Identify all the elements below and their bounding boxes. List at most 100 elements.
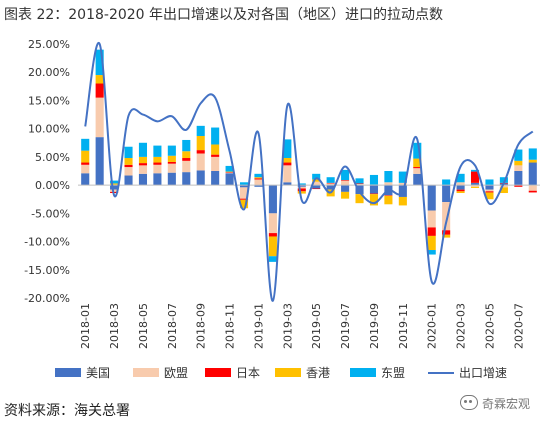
bar-segment (413, 168, 422, 174)
bar-segment (297, 186, 306, 189)
bar-segment (254, 177, 263, 179)
bar-segment (427, 210, 436, 228)
wechat-icon (460, 395, 478, 410)
x-tick-label: 2019-03 (281, 303, 294, 349)
bar-segment (211, 156, 220, 171)
bar-segment (268, 233, 277, 237)
bar-segment (442, 185, 451, 203)
bar-segment (499, 185, 508, 188)
x-tick-label: 2018-09 (195, 303, 208, 349)
y-tick-label: 0.00% (35, 179, 70, 192)
x-tick-label: 2019-07 (339, 303, 352, 349)
bar-segment (167, 163, 176, 173)
bar-segment (528, 162, 537, 186)
x-tick-label: 2018-03 (108, 303, 121, 349)
legend-label: 出口增速 (459, 366, 507, 380)
bar-segment (110, 180, 119, 184)
bar-segment (196, 153, 205, 171)
bar-segment (268, 185, 277, 214)
bar-segment (196, 170, 205, 186)
legend-label: 美国 (86, 366, 110, 380)
bar-segment (341, 191, 350, 199)
bar-segment (485, 185, 494, 190)
bar-segment (138, 156, 148, 164)
bar-segment (239, 199, 249, 209)
chart-title: 图表 22：2018-2020 年出口增速以及对各国（地区）进口的拉动点数 (4, 7, 444, 23)
bar-segment (239, 182, 249, 186)
bar-segment (499, 177, 508, 183)
bar-segment (398, 182, 407, 186)
bar-segment (456, 185, 465, 190)
bar-segment (470, 182, 480, 186)
bar-segment (470, 186, 480, 188)
bar-segment (225, 171, 234, 173)
bar-segment (81, 173, 90, 186)
x-tick-label: 2020-05 (483, 303, 496, 349)
line-layer (84, 42, 534, 302)
bar-segment (384, 195, 393, 205)
bar-segment (485, 179, 494, 186)
x-axis: 2018-01 2018-03 2018-05 2018-07 2018-09 2018-… (79, 303, 525, 349)
legend: 美国 欧盟 日本 香港 东盟 出口增速 (55, 366, 507, 380)
bar-segment (124, 167, 133, 176)
bar-segment (110, 185, 119, 190)
bars-layer (78, 49, 540, 262)
bar-segment (514, 165, 523, 171)
bar-segment (81, 138, 90, 151)
x-tick-label: 2020-07 (512, 303, 525, 349)
bar-segment (283, 139, 292, 159)
bar-segment (355, 183, 364, 184)
y-tick-label: 10.00% (28, 123, 70, 136)
bar-segment (326, 183, 335, 186)
y-tick-label: -10.00% (24, 236, 70, 249)
bar-segment (95, 49, 104, 76)
bar-segment (369, 174, 379, 185)
bar-segment (211, 144, 220, 155)
x-tick-label: 2019-11 (397, 303, 410, 349)
bar-segment (211, 127, 220, 145)
bar-segment (369, 185, 379, 194)
bar-segment (369, 194, 379, 206)
bar-segment (456, 191, 465, 194)
bar-segment (254, 179, 263, 186)
bar-segment (427, 235, 436, 251)
bar-segment (138, 165, 148, 174)
bar-segment (268, 236, 277, 257)
bar-segment (369, 193, 379, 195)
x-tick-label: 2019-05 (310, 303, 323, 349)
bar-segment (470, 171, 480, 183)
bar-segment (442, 202, 451, 231)
bar-segment (268, 213, 277, 234)
bar-segment (326, 182, 335, 184)
bar-segment (427, 185, 436, 211)
bar-segment (268, 256, 277, 262)
bar-segment (138, 163, 148, 166)
bar-segment (341, 180, 350, 186)
x-tick-label: 2018-07 (166, 303, 179, 349)
bar-segment (514, 149, 523, 161)
bar-segment (153, 164, 162, 174)
bar-segment (153, 156, 162, 163)
bar-segment (110, 183, 119, 186)
y-axis: -20.00% -15.00% -10.00% -5.00% 0.00% 5.00% 10.… (24, 38, 70, 305)
bar-segment (211, 171, 220, 186)
bar-segment (283, 165, 292, 183)
export-growth-line (84, 42, 534, 302)
bar-segment (312, 179, 321, 182)
bar-segment (398, 171, 407, 183)
bar-segment (485, 191, 494, 193)
bar-segment (413, 173, 422, 186)
bar-segment (124, 158, 133, 165)
bar-segment (413, 142, 422, 159)
bar-segment (326, 177, 335, 183)
legend-label: 香港 (306, 366, 330, 380)
bar-segment (470, 169, 480, 172)
bar-segment (514, 160, 523, 166)
y-tick-label: 15.00% (28, 94, 70, 107)
bar-segment (312, 185, 321, 189)
bar-segment (239, 187, 249, 199)
y-tick-label: -15.00% (24, 264, 70, 277)
bar-segment (254, 185, 263, 187)
bar-segment (196, 150, 205, 154)
